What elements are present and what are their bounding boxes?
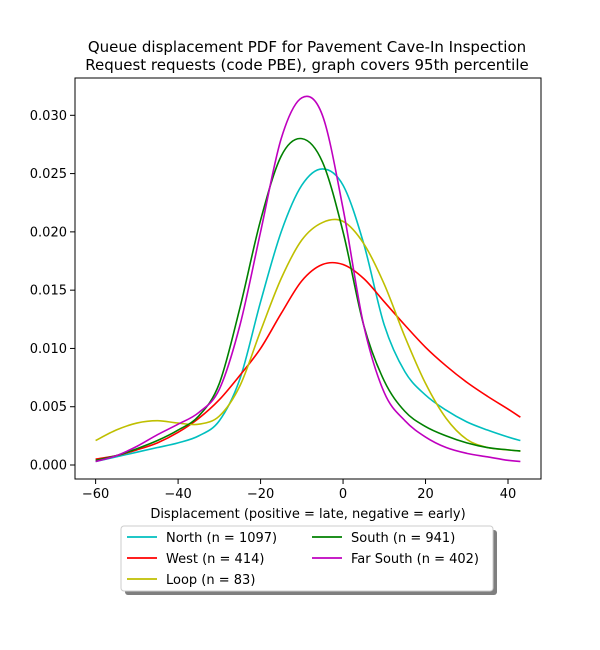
- legend-label: North (n = 1097): [166, 531, 277, 546]
- series-line-2: [95, 261, 521, 460]
- x-tick-label: −60: [82, 487, 109, 502]
- x-tick-label: 20: [417, 487, 434, 502]
- plot-frame: [74, 77, 542, 480]
- y-tick-label: 0.025: [30, 167, 67, 182]
- y-tick-label: 0.030: [30, 109, 67, 124]
- legend-label: South (n = 941): [351, 531, 455, 546]
- x-axis-label: Displacement (positive = late, negative …: [150, 507, 465, 522]
- legend-label: West (n = 414): [166, 552, 264, 567]
- x-tick-label: 0: [339, 487, 347, 502]
- series-line-3: [95, 218, 521, 452]
- x-axis: −60 −40 −20 0 20 40: [82, 479, 516, 502]
- legend-label: Far South (n = 402): [351, 552, 479, 567]
- series-line-4: [95, 137, 521, 462]
- plot-area: [95, 95, 521, 463]
- y-tick-label: 0.005: [30, 400, 67, 415]
- y-tick-label: 0.000: [30, 459, 67, 474]
- y-axis: 0.000 0.005 0.010 0.015 0.020 0.025 0.030: [30, 109, 75, 474]
- series-line-5: [95, 95, 521, 463]
- chart-title-line-1: Queue displacement PDF for Pavement Cave…: [88, 38, 526, 56]
- legend: North (n = 1097) West (n = 414) Loop (n = …: [120, 525, 497, 595]
- x-tick-label: 40: [500, 487, 517, 502]
- y-tick-label: 0.010: [30, 342, 67, 357]
- x-tick-label: −40: [164, 487, 191, 502]
- y-tick-label: 0.015: [30, 284, 67, 299]
- y-tick-label: 0.020: [30, 225, 67, 240]
- chart-title-line-2: Request requests (code PBE), graph cover…: [85, 56, 529, 74]
- series-line-1: [95, 168, 521, 463]
- legend-box: [120, 525, 494, 592]
- x-tick-label: −20: [247, 487, 274, 502]
- legend-label: Loop (n = 83): [166, 573, 255, 588]
